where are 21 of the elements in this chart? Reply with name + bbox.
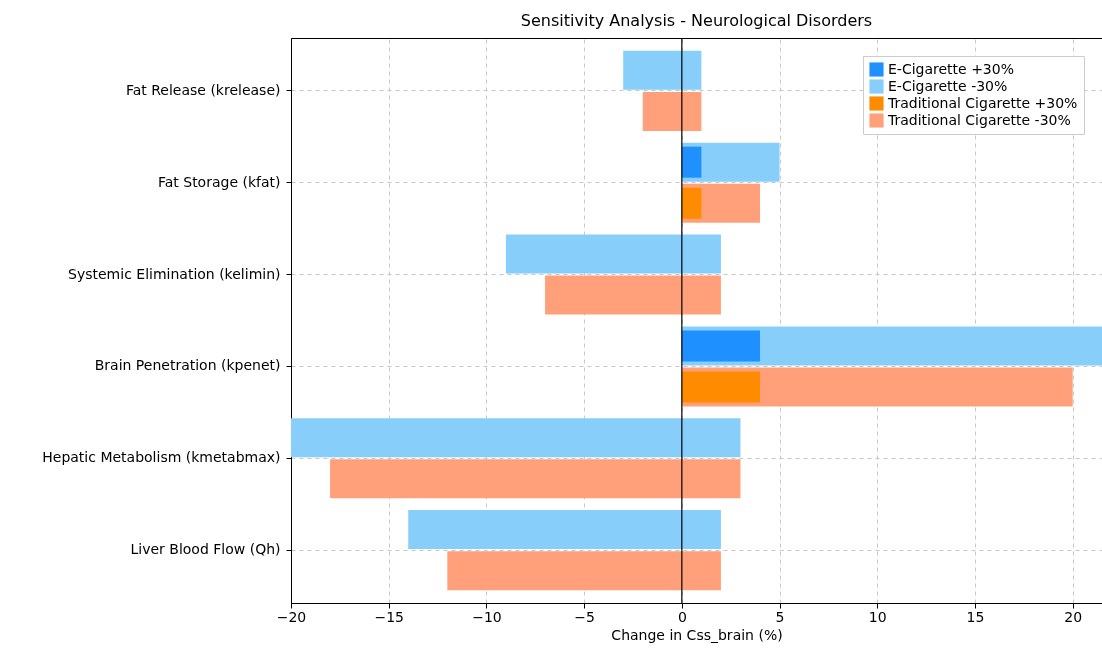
legend-label: E-Cigarette -30% — [888, 77, 1008, 94]
x-tick-label: 10 — [868, 608, 887, 625]
x-tick-label: 20 — [1064, 608, 1083, 625]
x-tick-label: −20 — [276, 608, 307, 625]
y-tick-label: Liver Blood Flow (Qh) — [130, 541, 281, 558]
x-tick-label: 0 — [677, 608, 687, 625]
x-tick-label: 5 — [775, 608, 785, 625]
x-axis-title: Change in Css_brain (%) — [611, 626, 783, 643]
y-tick-label: Fat Storage (kfat) — [157, 173, 281, 190]
y-tick-label: Hepatic Metabolism (kmetabmax) — [42, 449, 281, 466]
chart-title: Sensitivity Analysis - Neurological Disorders — [520, 11, 873, 31]
y-tick-label: Brain Penetration (kpenet) — [94, 357, 281, 374]
legend-label: E-Cigarette +30% — [888, 60, 1014, 77]
x-tick-label: −10 — [472, 608, 502, 625]
y-tick-label: Systemic Elimination (kelimin) — [68, 265, 281, 282]
x-tick-label: 15 — [966, 608, 985, 625]
legend-label: Traditional Cigarette -30% — [887, 111, 1071, 128]
legend-label: Traditional Cigarette +30% — [887, 94, 1078, 111]
x-tick-label: −15 — [374, 608, 404, 625]
y-tick-label: Fat Release (krelease) — [125, 81, 281, 98]
x-tick-label: −5 — [574, 608, 595, 625]
